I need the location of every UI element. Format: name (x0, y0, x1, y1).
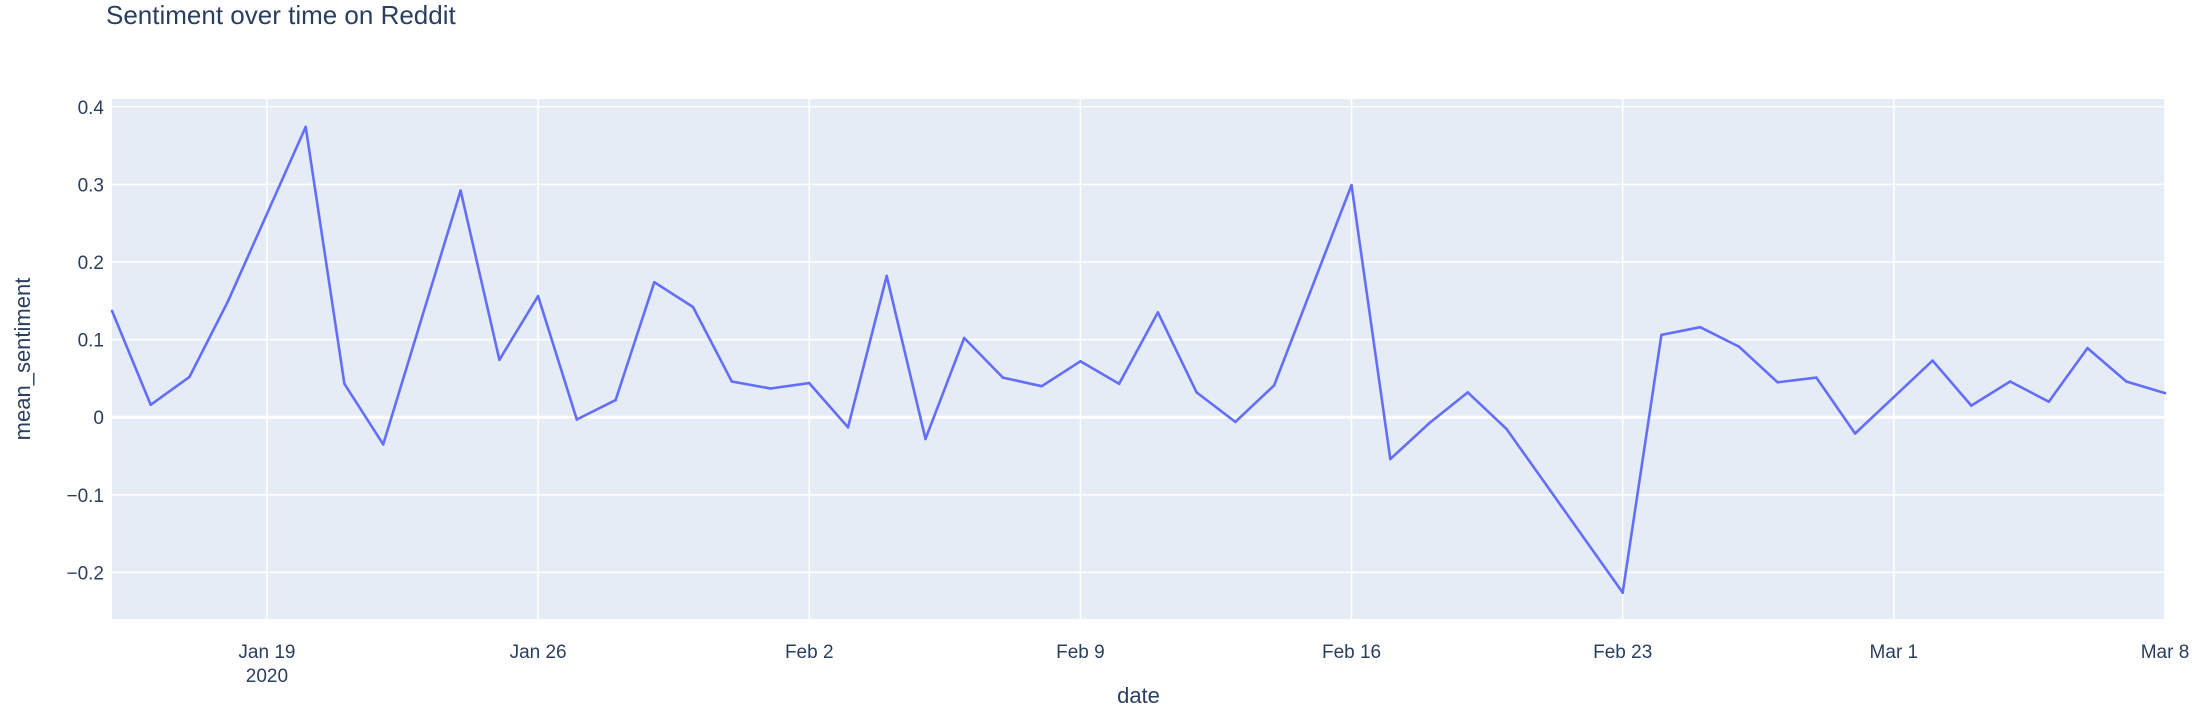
data-point (343, 382, 346, 386)
data-point (730, 380, 734, 383)
data-point (2163, 391, 2167, 395)
tick-labels: −0.2 −0.1 0 0.1 0.2 0.3 0.4 Jan 19 2020 Jan 26 Feb… (66, 98, 2189, 687)
data-point (149, 403, 153, 407)
data-point (498, 358, 501, 362)
data-point (1234, 420, 1237, 424)
data-point (1776, 380, 1779, 384)
x-tick-label: Jan 19 (238, 642, 295, 663)
data-point (2047, 400, 2051, 403)
y-tick-label: 0.2 (78, 253, 104, 274)
series-layer (110, 125, 2167, 594)
data-point (807, 381, 811, 385)
data-point (2124, 380, 2128, 383)
data-point (2008, 380, 2012, 383)
x-tick-label: Feb 16 (1322, 642, 1381, 663)
data-point (1621, 591, 1624, 594)
data-point (614, 398, 617, 402)
data-point (1737, 345, 1741, 348)
data-point (1001, 376, 1005, 379)
data-point (304, 125, 307, 129)
data-point (1040, 384, 1043, 388)
y-tick-label: 0.1 (78, 331, 104, 352)
data-point (1117, 382, 1121, 386)
data-point (1156, 311, 1160, 314)
data-point (2086, 346, 2089, 350)
x-tick-sublabel: 2020 (246, 666, 288, 687)
y-tick-label: 0.3 (78, 175, 104, 196)
data-point (1931, 359, 1934, 362)
data-point (1466, 391, 1470, 394)
y-tick-label: −0.1 (66, 486, 104, 507)
data-point (846, 425, 850, 429)
data-point (110, 309, 114, 313)
data-point (1195, 391, 1198, 394)
data-point (1660, 333, 1663, 337)
y-tick-label: 0.4 (78, 98, 105, 119)
x-tick-label: Jan 26 (510, 642, 567, 663)
y-tick-label: −0.2 (66, 563, 104, 584)
data-point (769, 387, 772, 390)
data-point (1427, 422, 1431, 425)
x-tick-label: Feb 2 (785, 642, 834, 663)
data-point (924, 437, 927, 441)
data-point (1350, 183, 1353, 187)
data-point (1079, 360, 1082, 363)
data-point (962, 336, 966, 340)
data-point (536, 294, 540, 298)
data-point (1853, 432, 1857, 435)
data-point (691, 305, 695, 309)
data-point (885, 274, 889, 278)
x-tick-label: Feb 9 (1056, 642, 1105, 663)
x-tick-label: Mar 1 (1870, 642, 1919, 663)
data-point (1815, 376, 1818, 379)
data-point (1272, 384, 1276, 387)
data-point (1388, 457, 1392, 461)
data-point (226, 299, 230, 303)
data-point (1505, 427, 1508, 431)
data-point (188, 375, 191, 379)
plot-background (112, 99, 2165, 619)
x-tick-label: Mar 8 (2141, 642, 2190, 663)
x-tick-label: Feb 23 (1593, 642, 1652, 663)
data-point (1698, 325, 1702, 329)
y-tick-label: 0 (93, 408, 104, 429)
data-point (575, 418, 579, 421)
data-point (1970, 404, 1973, 407)
data-point (653, 280, 656, 284)
chart-title: Sentiment over time on Reddit (106, 0, 456, 30)
data-point (459, 189, 462, 192)
x-axis-title: date (1117, 683, 1160, 708)
y-axis-title: mean_sentiment (10, 278, 35, 441)
data-point (381, 443, 385, 446)
series-line (110, 125, 2166, 594)
